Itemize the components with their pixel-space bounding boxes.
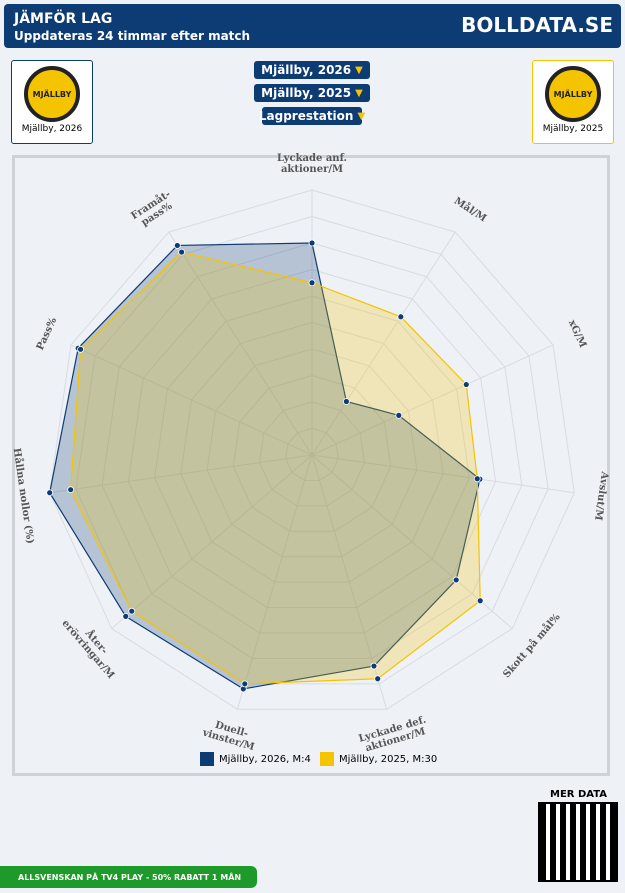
data-point — [342, 398, 350, 405]
more-data: MER DATA — [550, 789, 608, 800]
grid-ring — [101, 242, 523, 659]
subtitle: Uppdateras 24 timmar efter match — [14, 29, 251, 43]
data-point — [397, 313, 405, 321]
data-point — [173, 242, 181, 249]
spoke — [168, 231, 313, 456]
grid-ring — [232, 374, 392, 532]
badge: MJÄLLBY — [545, 66, 601, 122]
team-name: Mjällby, 2026 — [21, 124, 83, 134]
data-point — [370, 662, 378, 670]
grid-ring — [259, 401, 365, 507]
spoke — [70, 344, 313, 456]
header: JÄMFÖR LAG Uppdateras 24 timmar efter ma… — [4, 4, 621, 48]
spoke — [311, 231, 456, 456]
spoke — [236, 454, 313, 710]
spoke — [311, 454, 575, 494]
data-point — [308, 239, 316, 247]
brand: BOLLDATA.SE — [461, 13, 613, 37]
data-point — [452, 576, 460, 584]
team-card[interactable]: MJÄLLBY Mjällby, 2025 — [532, 60, 614, 144]
grid-ring — [127, 268, 497, 634]
data-point — [122, 612, 130, 620]
data-point — [67, 486, 75, 494]
data-point — [308, 279, 316, 287]
data-point — [241, 680, 249, 688]
team-name: Mjällby, 2025 — [542, 124, 604, 134]
data-point — [178, 248, 186, 256]
selector[interactable]: Lagprestation — [259, 107, 362, 125]
grid-ring — [49, 189, 575, 710]
grid-ring — [206, 348, 418, 558]
chart-frame — [12, 155, 610, 776]
data-point — [476, 597, 484, 605]
spoke — [49, 454, 313, 494]
grid-ring — [180, 321, 444, 583]
data-point — [462, 381, 470, 388]
data-point — [473, 475, 481, 483]
data-point — [128, 607, 136, 615]
data-point — [46, 489, 54, 497]
title: JÄMFÖR LAG — [14, 11, 113, 27]
promo-banner[interactable]: ALLSVENSKAN PÅ TV4 PLAY - 50% RABATT 1 M… — [0, 866, 257, 888]
spoke — [311, 344, 554, 456]
qr-code[interactable] — [538, 802, 618, 882]
selector[interactable]: Mjällby, 2025 — [254, 84, 370, 102]
data-point — [374, 675, 382, 683]
data-point — [77, 345, 84, 353]
data-point — [395, 411, 403, 419]
grid-ring — [285, 427, 339, 481]
grid-ring — [154, 295, 470, 609]
badge: MJÄLLBY — [24, 66, 80, 122]
selector[interactable]: Mjällby, 2026 — [254, 61, 370, 79]
series-area — [49, 242, 481, 690]
grid-ring — [75, 215, 549, 685]
team-card[interactable]: MJÄLLBY Mjällby, 2026 — [11, 60, 93, 144]
series-area — [70, 251, 481, 685]
spoke — [111, 454, 313, 629]
